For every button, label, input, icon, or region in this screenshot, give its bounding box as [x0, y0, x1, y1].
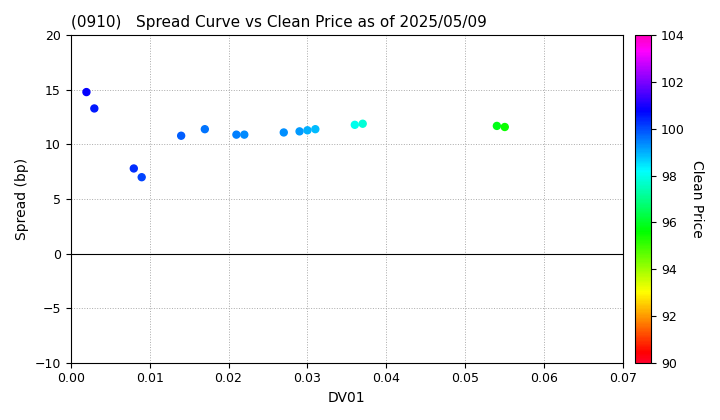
Point: [310, 126, 321, 133]
Point: [176, 132, 187, 139]
Point: [81, 89, 92, 95]
Point: [230, 131, 242, 138]
Point: [199, 126, 210, 133]
Point: [499, 123, 510, 130]
Point: [294, 128, 305, 135]
X-axis label: DV01: DV01: [328, 391, 366, 405]
Point: [238, 131, 250, 138]
Point: [491, 123, 503, 129]
Point: [136, 174, 148, 181]
Point: [349, 121, 361, 128]
Point: [128, 165, 140, 172]
Point: [302, 127, 313, 134]
Point: [278, 129, 289, 136]
Y-axis label: Spread (bp): Spread (bp): [15, 158, 29, 240]
Point: [357, 121, 369, 127]
Point: [89, 105, 100, 112]
Y-axis label: Clean Price: Clean Price: [690, 160, 704, 238]
Text: (0910)   Spread Curve vs Clean Price as of 2025/05/09: (0910) Spread Curve vs Clean Price as of…: [71, 15, 487, 30]
